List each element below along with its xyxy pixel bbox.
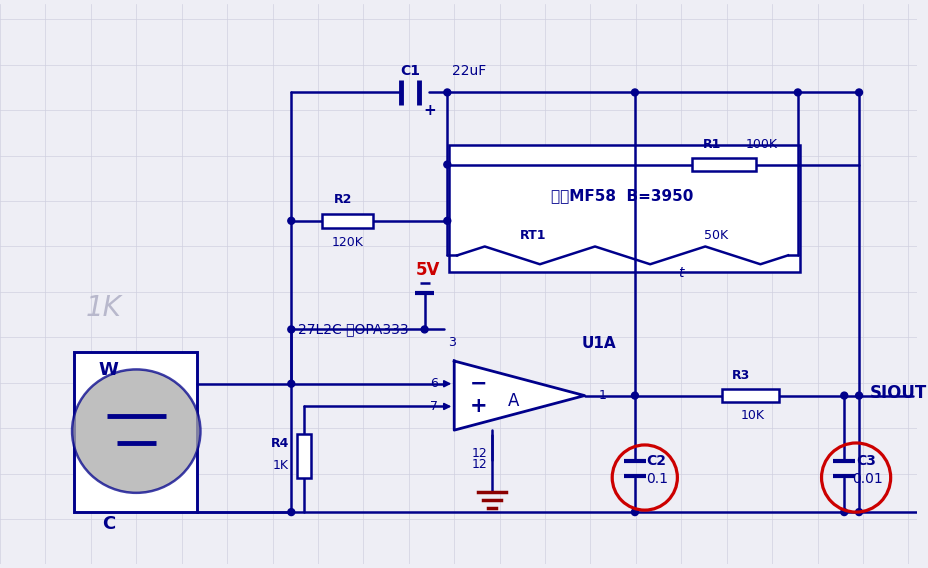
Text: 1: 1: [598, 389, 606, 402]
Text: C: C: [102, 515, 115, 533]
Circle shape: [855, 392, 861, 399]
Text: RT1: RT1: [520, 229, 546, 242]
Text: U1A: U1A: [582, 336, 616, 351]
Text: 10K: 10K: [740, 409, 764, 422]
Text: 100K: 100K: [744, 138, 777, 151]
Circle shape: [631, 508, 638, 516]
Text: 27L2C 或OPA333: 27L2C 或OPA333: [298, 323, 408, 336]
Text: 6: 6: [430, 377, 438, 390]
Text: 1K: 1K: [85, 294, 122, 321]
Circle shape: [288, 380, 294, 387]
Text: 3: 3: [448, 336, 456, 349]
Text: −: −: [470, 374, 487, 394]
Text: SIOUT: SIOUT: [869, 383, 926, 402]
Ellipse shape: [72, 369, 200, 493]
Circle shape: [855, 508, 861, 516]
Bar: [691, 157, 755, 172]
Circle shape: [288, 218, 294, 224]
Text: C3: C3: [855, 454, 875, 468]
Circle shape: [288, 326, 294, 333]
Text: 50K: 50K: [703, 229, 728, 242]
Circle shape: [840, 508, 847, 516]
Text: 0.1: 0.1: [645, 471, 667, 486]
Circle shape: [631, 392, 638, 399]
Text: C2: C2: [646, 454, 666, 468]
Text: +: +: [470, 396, 487, 416]
Text: 22uF: 22uF: [451, 64, 485, 78]
Text: A: A: [508, 391, 519, 410]
Text: 型号MF58  B=3950: 型号MF58 B=3950: [550, 189, 692, 203]
Circle shape: [855, 89, 861, 96]
Bar: [322, 214, 373, 228]
Circle shape: [444, 161, 450, 168]
Text: W: W: [98, 361, 119, 379]
Circle shape: [840, 392, 847, 399]
Circle shape: [444, 218, 450, 224]
Text: C1: C1: [399, 64, 419, 78]
Text: R2: R2: [333, 193, 352, 206]
Text: 12: 12: [471, 448, 487, 460]
Text: 5V: 5V: [415, 261, 439, 279]
Circle shape: [288, 508, 294, 516]
Text: 12: 12: [471, 458, 487, 471]
Polygon shape: [454, 361, 584, 430]
Circle shape: [793, 89, 801, 96]
Text: +: +: [422, 103, 435, 118]
Circle shape: [420, 326, 428, 333]
Text: R4: R4: [271, 437, 290, 450]
Circle shape: [444, 89, 450, 96]
Bar: [721, 389, 779, 403]
Circle shape: [631, 89, 638, 96]
Bar: [449, 145, 799, 272]
Text: R1: R1: [702, 138, 720, 151]
Text: R3: R3: [730, 369, 749, 382]
Text: t: t: [677, 266, 683, 280]
Text: 120K: 120K: [331, 236, 363, 249]
Text: 1K: 1K: [272, 459, 288, 472]
Text: 7: 7: [430, 400, 438, 413]
Bar: [74, 352, 198, 512]
Bar: [297, 433, 311, 478]
Text: 0.01: 0.01: [852, 471, 883, 486]
